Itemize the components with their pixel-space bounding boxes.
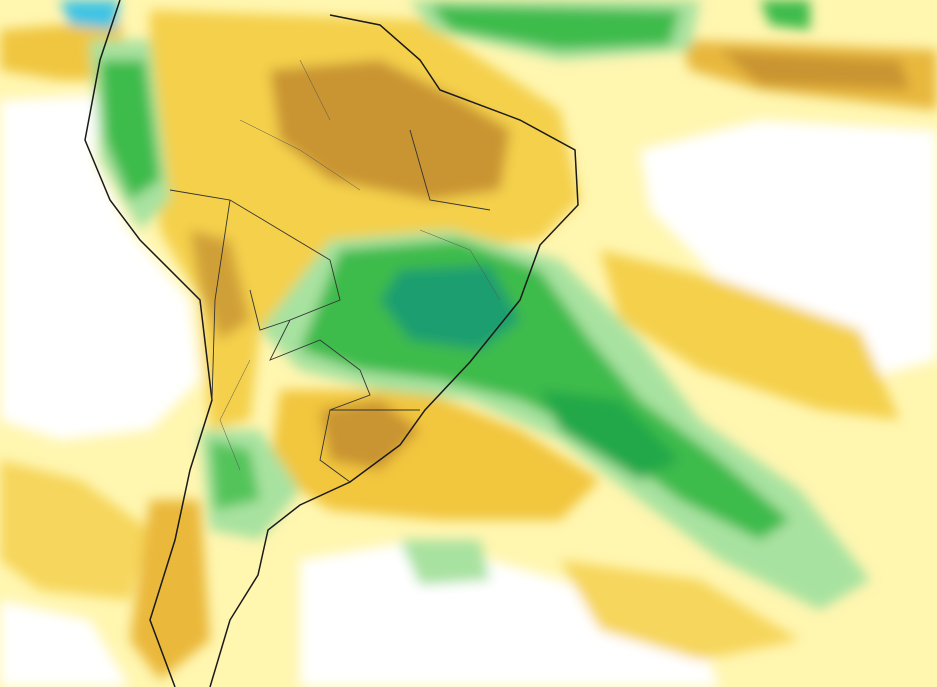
neutral-area <box>300 540 720 687</box>
strong-wet-area <box>100 60 160 200</box>
strong-dry-area <box>270 60 510 200</box>
strong-wet-area <box>430 5 680 50</box>
dry-area <box>0 460 150 600</box>
strong-wet-area <box>210 440 260 510</box>
strong-wet-area <box>760 0 810 30</box>
dry-area <box>600 250 900 420</box>
dry-area <box>560 560 800 660</box>
very-wet-area <box>540 390 680 480</box>
country-border <box>169 129 491 483</box>
very-wet-area <box>380 265 520 350</box>
extreme-wet-area <box>60 0 120 30</box>
strong-dry-area <box>720 50 910 90</box>
neutral-area <box>0 600 130 687</box>
dry-area <box>130 500 210 680</box>
wet-area <box>400 540 490 585</box>
state-border <box>219 59 501 471</box>
coastline <box>84 0 579 687</box>
strong-dry-area <box>190 230 250 340</box>
neutral-area <box>0 95 200 440</box>
strong-dry-area <box>320 400 420 470</box>
neutral-area <box>640 120 937 380</box>
